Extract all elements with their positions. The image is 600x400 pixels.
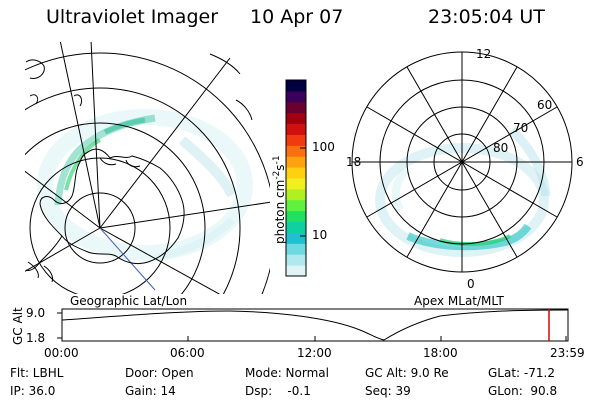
colorbar-segment — [286, 101, 306, 114]
colorbar-segment — [286, 199, 306, 212]
time-tick-2359: 23:59 — [550, 346, 585, 360]
altitude-curve — [61, 309, 569, 341]
status-glon: GLon: 90.8 — [488, 384, 558, 398]
unit-exp2: -1 — [272, 155, 282, 165]
status-dsp: Dsp: -0.1 — [245, 384, 311, 398]
colorbar-segment — [286, 221, 306, 233]
colorbar-segment — [286, 156, 306, 168]
status-filter: Flt: LBHL — [10, 366, 64, 380]
mlat-label-80: 80 — [493, 141, 509, 155]
colorbar-segment — [286, 90, 306, 103]
colorbar-segment — [286, 254, 306, 266]
status-gc-alt: GC Alt: 9.0 Re — [365, 366, 449, 380]
colorbar-unit-label: photon cm-2s-1 — [272, 155, 287, 244]
date-label: 10 Apr 07 — [250, 6, 344, 28]
colorbar — [285, 79, 307, 277]
time-tick-1800: 18:00 — [423, 346, 458, 360]
colorbar-segment — [286, 80, 306, 92]
colorbar-segment — [286, 112, 306, 125]
status-glat: GLat: -71.2 — [488, 366, 555, 380]
colorbar-tick-10: 10 — [312, 228, 328, 242]
colorbar-tick-100: 100 — [312, 140, 335, 154]
colorbar-segment — [286, 210, 306, 223]
time-label: 23:05:04 UT — [428, 6, 545, 28]
right-map-caption: Apex MLat/MLT — [414, 294, 504, 308]
auroral-oval-magnetic — [375, 126, 551, 257]
unit-exp1: -2 — [272, 170, 282, 180]
mlt-label-18: 18 — [346, 155, 362, 169]
unit-text: photon cm — [273, 179, 287, 244]
altitude-ymax: 9.0 — [26, 306, 46, 320]
mlt-label-6: 6 — [576, 155, 584, 169]
colorbar-segment — [286, 243, 306, 255]
mlat-label-70: 70 — [513, 121, 529, 135]
mlt-label-12: 12 — [476, 47, 492, 61]
mlat-label-60: 60 — [537, 98, 553, 112]
left-map-caption: Geographic Lat/Lon — [70, 294, 188, 308]
time-tick-1200: 12:00 — [297, 346, 332, 360]
status-door: Door: Open — [125, 366, 194, 380]
colorbar-segment — [286, 188, 306, 201]
status-mode: Mode: Normal — [245, 366, 329, 380]
auroral-oval-geographic — [37, 109, 253, 262]
colorbar-segment — [286, 134, 306, 146]
colorbar-segment — [286, 123, 306, 135]
unit-s: s — [273, 164, 287, 171]
status-seq: Seq: 39 — [365, 384, 411, 398]
status-gain: Gain: 14 — [125, 384, 176, 398]
altitude-ymin: 1.8 — [26, 331, 46, 345]
instrument-title: Ultraviolet Imager — [46, 6, 219, 28]
colorbar-segment — [286, 178, 306, 190]
colorbar-segment — [286, 145, 306, 157]
geographic-map — [25, 42, 270, 294]
altitude-plot — [57, 308, 569, 342]
time-tick-0000: 00:00 — [44, 346, 79, 360]
status-ip: IP: 36.0 — [10, 384, 56, 398]
altitude-ylabel: GC Alt — [11, 307, 25, 345]
antarctica-coastline — [39, 148, 185, 265]
time-tick-0600: 06:00 — [170, 346, 205, 360]
colorbar-segment — [286, 232, 306, 244]
magnetic-map — [351, 51, 573, 273]
mlt-label-0: 0 — [467, 277, 475, 291]
colorbar-segment — [286, 167, 306, 179]
colorbar-segment — [286, 265, 306, 277]
